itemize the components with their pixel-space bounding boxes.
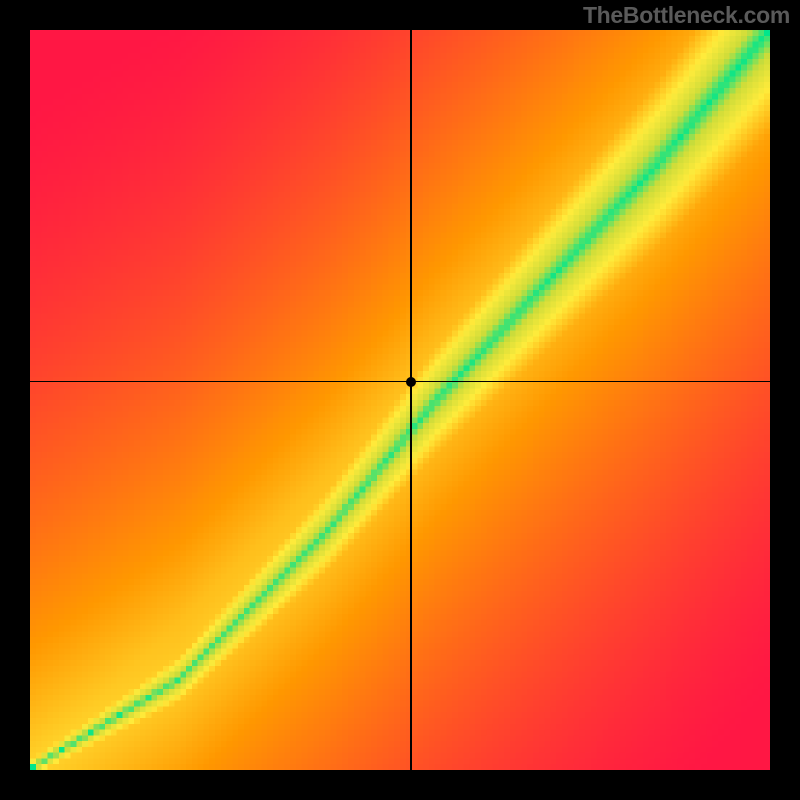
watermark-text: TheBottleneck.com xyxy=(583,2,790,29)
crosshair-horizontal xyxy=(30,381,770,383)
chart-container: TheBottleneck.com xyxy=(0,0,800,800)
heatmap-canvas xyxy=(30,30,770,770)
marker-dot xyxy=(406,377,416,387)
crosshair-vertical xyxy=(410,30,412,770)
